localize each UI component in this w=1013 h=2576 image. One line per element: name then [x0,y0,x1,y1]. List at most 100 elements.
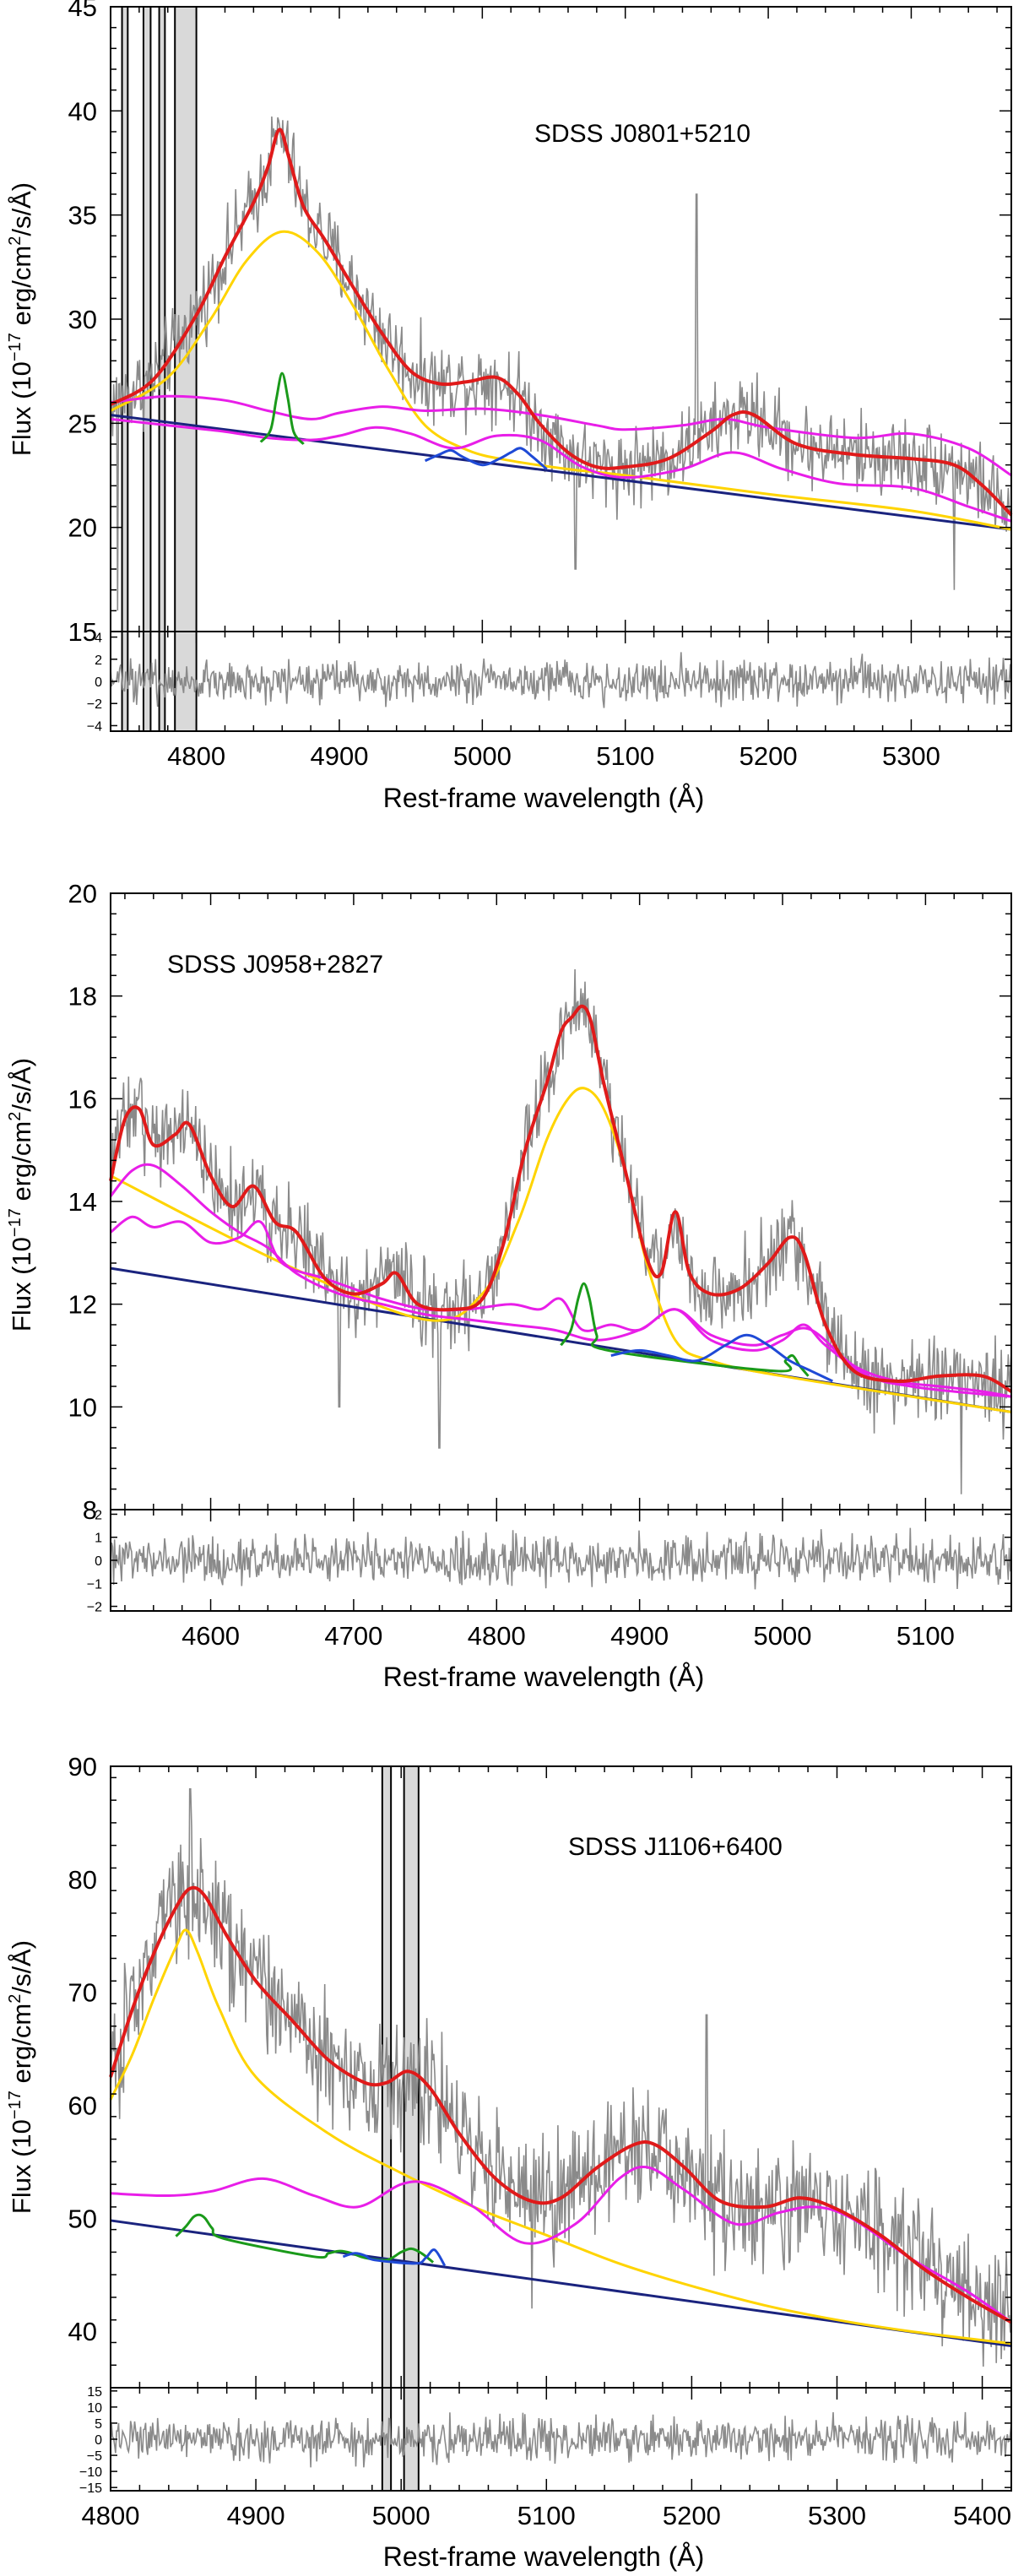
masked-region [403,1765,420,2492]
series-total-model-line [109,1004,1013,1393]
residual-y-tick-label: 1 [95,1532,102,1546]
x-tick-label: 5100 [596,741,654,771]
x-tick-label: 5300 [882,741,940,771]
x-tick-label: 5000 [754,1621,812,1651]
x-tick-label: 5300 [808,2501,866,2530]
residual-line [110,652,1012,708]
residual-y-tick-label: 0 [95,675,102,690]
residual-y-tick-label: 2 [95,653,102,668]
x-tick-label: 4900 [227,2501,285,2530]
ylabel-prefix: Flux (10 [7,2119,36,2214]
residual-y-tick-label: −5 [87,2449,102,2464]
panel-title: SDSS J0801+5210 [534,120,750,148]
x-tick-label: 4900 [610,1621,669,1651]
y-tick-label: 80 [68,1865,97,1895]
y-axis-label: Flux (10−17 erg/cm2/s/Å) [6,182,36,456]
ylabel-mid: erg/cm [7,2004,36,2091]
panel-title: SDSS J1106+6400 [568,1833,783,1861]
series-broad-h-line [110,230,1012,531]
x-tick-label: 5400 [953,2501,1011,2530]
x-tick-label: 4800 [82,2501,140,2530]
observed-spectrum-line [110,116,1012,611]
x-axis-label: Rest-frame wavelength (Å) [383,1662,705,1692]
ylabel-exp2: 2 [6,236,24,246]
ylabel-exp2: 2 [6,1994,24,2004]
y-tick-label: 90 [68,1752,97,1782]
main-plot-frame [110,1765,1012,2389]
y-tick-label: 25 [68,409,97,438]
ylabel-exp1: −17 [6,2091,24,2119]
y-tick-label: 35 [68,201,97,230]
series-broad-h-line [110,1087,1012,1413]
series-fe-ii-lower-line [110,1215,1012,1398]
residual-y-tick-label: −2 [87,697,102,712]
residual-y-tick-label: 15 [87,2385,102,2400]
y-tick-label: 70 [68,1978,97,2008]
ylabel-suffix: /s/Å) [7,182,36,236]
series-broad-h-line [109,1928,1012,2346]
y-tick-label: 60 [68,2091,97,2120]
ylabel-suffix: /s/Å) [7,1058,36,1112]
y-tick-label: 14 [68,1187,97,1217]
x-axis-label: Rest-frame wavelength (Å) [383,2541,705,2572]
x-tick-label: 5100 [897,1621,955,1651]
x-tick-label: 5200 [739,741,798,771]
series-total-model-line [110,127,1013,517]
y-tick-label: 20 [68,513,97,543]
ylabel-exp2: 2 [6,1112,24,1121]
residual-y-tick-label: −15 [79,2481,102,2496]
y-axis-label: Flux (10−17 erg/cm2/s/Å) [6,1058,36,1331]
y-tick-label: 15 [68,617,97,647]
panel-title: SDSS J0958+2827 [167,951,383,979]
x-tick-label: 5100 [517,2501,576,2530]
series-fe-ii-upper-line [110,394,1012,477]
x-tick-label: 5200 [663,2501,721,2530]
series-o-iii-line [425,447,548,470]
ylabel-suffix: /s/Å) [7,1940,36,1994]
residual-y-tick-label: 0 [95,1554,102,1569]
series-fe-ii-lower-line [110,417,1012,523]
residual-y-tick-label: 5 [95,2417,102,2432]
residual-y-tick-label: 4 [95,632,102,646]
residual-y-tick-label: 0 [95,2433,102,2448]
panel-j1106: SDSS J1106+6400 Rest-frame wavelength (Å… [6,1752,1012,2572]
ylabel-mid: erg/cm [7,1121,36,1208]
y-axis-label: Flux (10−17 erg/cm2/s/Å) [6,1940,36,2214]
series-o-iii-line [610,1333,833,1383]
observed-spectrum-line [110,1788,1012,2367]
residual-y-tick-label: −2 [87,1601,102,1615]
main-plot-frame [110,6,1012,632]
residual-y-tick-label: 10 [87,2401,102,2416]
main-plot-frame [110,892,1012,1510]
x-tick-label: 4900 [310,741,368,771]
series-o-iii-line [342,2248,447,2267]
residual-y-tick-label: −10 [79,2465,102,2480]
ylabel-exp1: −17 [6,1208,24,1237]
series-total-model-line [109,1885,1012,2324]
residual-line [110,2411,1012,2468]
x-tick-label: 4800 [167,741,225,771]
y-tick-label: 30 [68,305,97,334]
y-tick-label: 40 [68,2317,97,2346]
masked-region [174,6,198,732]
series-continuum-line [110,413,1012,531]
panel-j0958: SDSS J0958+2827 Rest-frame wavelength (Å… [6,879,1013,1692]
x-axis-label: Rest-frame wavelength (Å) [383,783,705,813]
observed-spectrum-line [110,968,1012,1494]
residual-y-tick-label: 2 [95,1508,102,1522]
y-tick-label: 10 [68,1392,97,1422]
y-tick-label: 50 [68,2204,97,2233]
y-tick-label: 18 [68,982,97,1011]
y-tick-label: 12 [68,1290,97,1320]
y-tick-label: 8 [83,1495,97,1525]
y-tick-label: 40 [68,96,97,126]
x-tick-label: 4800 [468,1621,526,1651]
y-tick-label: 16 [68,1084,97,1114]
ylabel-prefix: Flux (10 [7,361,36,456]
x-tick-label: 4700 [324,1621,382,1651]
ylabel-exp1: −17 [6,333,24,361]
residual-y-tick-label: −1 [87,1577,102,1592]
series-narrow-lines-line [560,1282,810,1377]
panel-j0801: SDSS J0801+5210 Rest-frame wavelength (Å… [6,0,1013,813]
